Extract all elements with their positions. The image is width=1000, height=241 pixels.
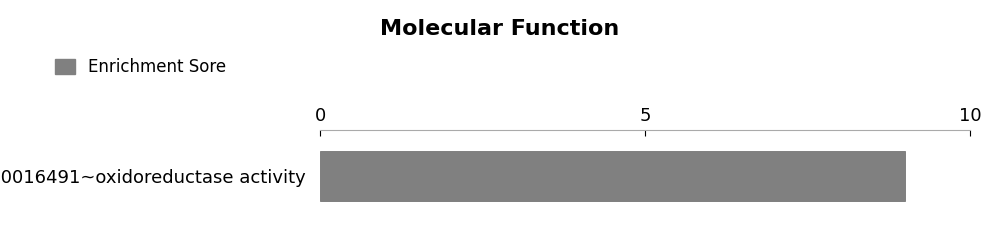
Bar [320,151,905,201]
Legend: Enrichment Sore: Enrichment Sore [48,52,233,83]
Text: Molecular Function: Molecular Function [380,19,620,39]
